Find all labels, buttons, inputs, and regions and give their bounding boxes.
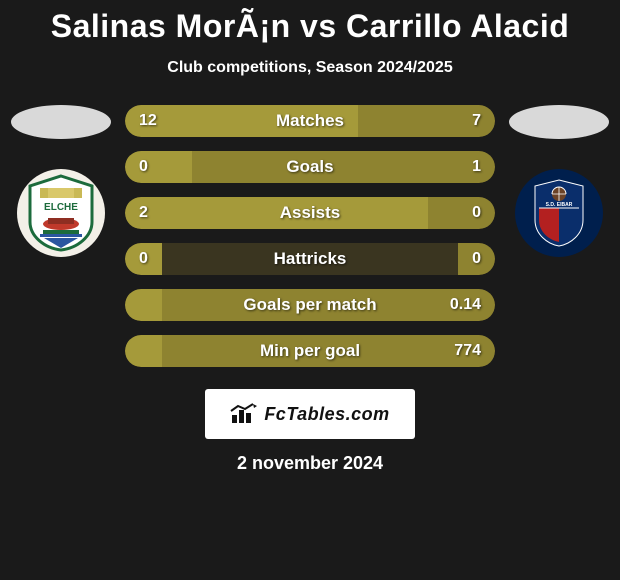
bar-fill-left xyxy=(125,243,162,275)
bar-track xyxy=(125,335,495,367)
right-player-photo-placeholder xyxy=(509,105,609,139)
elche-crest-icon: ELCHE xyxy=(26,174,96,252)
metric-bar: Matches127 xyxy=(125,105,495,137)
bar-track xyxy=(125,289,495,321)
metric-bar: Min per goal774 xyxy=(125,335,495,367)
left-player-col: ELCHE xyxy=(7,105,115,257)
bar-track xyxy=(125,151,495,183)
team-badge-elche: ELCHE xyxy=(17,169,105,257)
metric-bar: Hattricks00 xyxy=(125,243,495,275)
svg-text:ELCHE: ELCHE xyxy=(44,202,78,213)
bar-fill-right xyxy=(358,105,495,137)
metric-bar: Goals per match0.14 xyxy=(125,289,495,321)
footer-brand-logo: FcTables.com xyxy=(205,389,415,439)
page-title: Salinas MorÃ¡n vs Carrillo Alacid xyxy=(0,8,620,45)
bar-fill-right xyxy=(458,243,495,275)
bar-fill-left xyxy=(125,335,162,367)
bar-fill-left xyxy=(125,105,358,137)
bar-track xyxy=(125,243,495,275)
footer-brand-text: FcTables.com xyxy=(264,404,389,425)
bar-fill-left xyxy=(125,289,162,321)
bar-track xyxy=(125,105,495,137)
bar-fill-right xyxy=(162,335,495,367)
comparison-panel: ELCHE Matches127 Goals01 Assists20 Hattrick… xyxy=(0,105,620,367)
bar-fill-left xyxy=(125,151,192,183)
metrics-column: Matches127 Goals01 Assists20 Hattricks00 Goa… xyxy=(125,105,495,367)
left-player-photo-placeholder xyxy=(11,105,111,139)
subtitle: Club competitions, Season 2024/2025 xyxy=(0,59,620,77)
metric-bar: Goals01 xyxy=(125,151,495,183)
bar-fill-left xyxy=(125,197,428,229)
team-badge-eibar: S.D. EIBAR xyxy=(515,169,603,257)
svg-text:S.D. EIBAR: S.D. EIBAR xyxy=(546,202,573,208)
metric-bar: Assists20 xyxy=(125,197,495,229)
bar-fill-right xyxy=(428,197,495,229)
eibar-crest-icon: S.D. EIBAR xyxy=(531,178,587,248)
footer-date: 2 november 2024 xyxy=(0,453,620,474)
bar-track xyxy=(125,197,495,229)
bar-fill-right xyxy=(162,289,495,321)
chart-icon xyxy=(230,403,258,425)
right-player-col: S.D. EIBAR xyxy=(505,105,613,257)
bar-fill-right xyxy=(192,151,495,183)
